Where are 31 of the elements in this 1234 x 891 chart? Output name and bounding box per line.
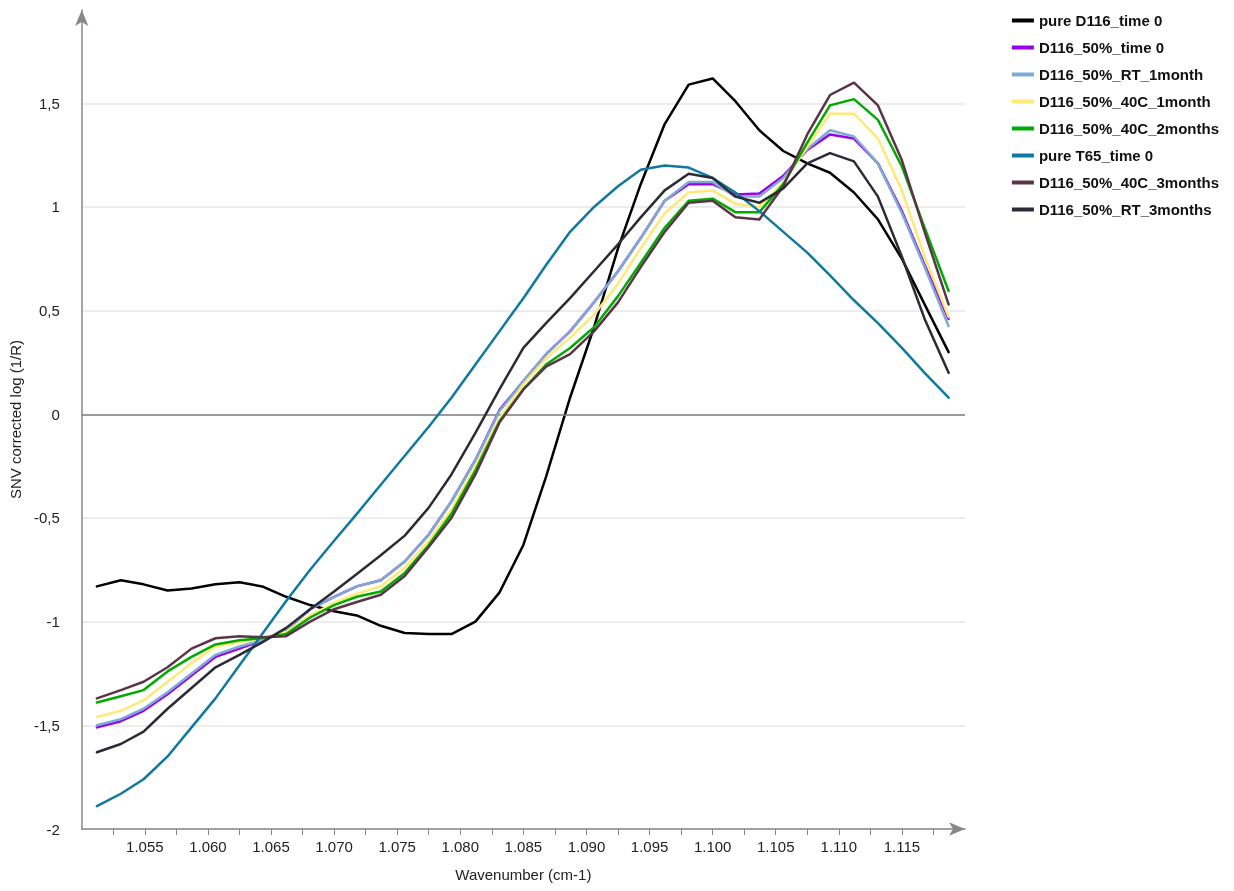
x-tick-label: 1.065 [252, 838, 290, 855]
legend-label: pure D116_time 0 [1038, 12, 1163, 29]
x-tick-label: 1.090 [567, 838, 606, 855]
legend-label: D116_50%_40C_1month [1038, 93, 1211, 110]
x-tick-label: 1.060 [189, 838, 227, 855]
x-tick-label: 1.110 [820, 838, 858, 855]
x-tick-label: 1.070 [315, 838, 353, 855]
y-tick-label: 0 [51, 405, 60, 423]
y-tick-label: -0,5 [33, 509, 60, 527]
legend-label: D116_50%_40C_3months [1038, 174, 1220, 191]
y-tick-label: 0,5 [38, 302, 60, 320]
x-tick-label: 1.055 [126, 838, 164, 855]
legend-label: D116_50%_RT_3months [1038, 201, 1212, 218]
y-tick-label: -1,5 [33, 716, 60, 734]
legend-label: pure T65_time 0 [1038, 147, 1154, 164]
y-tick-label: -2 [46, 820, 60, 838]
y-tick-label: 1 [51, 198, 60, 216]
x-tick-label: 1.085 [504, 838, 543, 855]
y-axis-title: SNV corrected log (1/R) [7, 339, 24, 500]
y-tick-label: -1 [46, 613, 60, 631]
x-tick-label: 1.080 [441, 838, 480, 855]
x-tick-label: 1.100 [693, 838, 732, 855]
legend-label: D116_50%_time 0 [1038, 39, 1164, 56]
legend-label: D116_50%_RT_1month [1038, 66, 1204, 83]
legend-label: D116_50%_40C_2months [1038, 120, 1220, 137]
x-tick-label: 1.095 [630, 838, 669, 855]
x-axis-title: Wavenumber (cm-1) [455, 866, 592, 883]
x-tick-label: 1.105 [756, 838, 795, 855]
x-tick-label: 1.115 [883, 838, 921, 855]
y-tick-label: 1,5 [38, 94, 60, 112]
x-tick-label: 1.075 [378, 838, 416, 855]
